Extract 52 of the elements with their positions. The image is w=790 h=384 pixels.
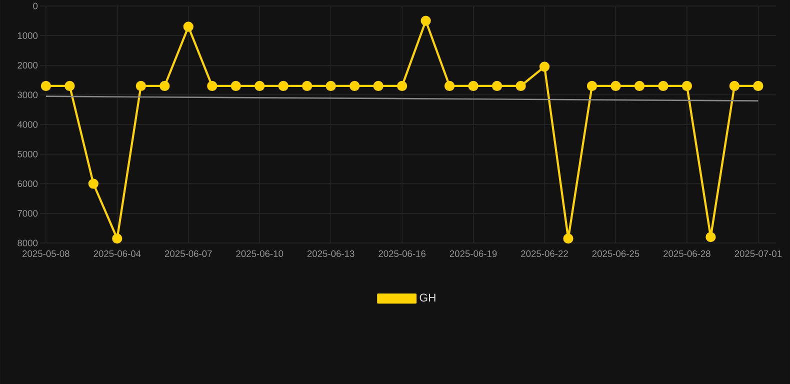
x-tick-label: 2025-07-01 (734, 250, 782, 257)
point (563, 233, 574, 244)
point (230, 80, 241, 92)
point (64, 80, 75, 92)
x-tick-label: 2025-06-07 (164, 250, 212, 257)
x-tick-label: 2025-06-16 (378, 250, 426, 257)
y-tick-label: 4000 (17, 121, 38, 128)
x-tick-label: 2025-06-19 (450, 250, 497, 257)
y-tick-label: 5000 (18, 150, 38, 158)
point (539, 62, 550, 72)
point (658, 80, 668, 92)
y-tick-label: 1000 (18, 32, 38, 39)
point (207, 80, 218, 92)
point (706, 232, 716, 242)
point (397, 80, 408, 92)
x-tick-label: 2025-06-25 (592, 250, 640, 257)
point (516, 80, 526, 92)
x-tick-label: 2025-06-28 (664, 250, 710, 257)
point (40, 80, 52, 92)
point (88, 178, 98, 189)
x-tick-label: 2025-06-13 (307, 250, 354, 257)
x-tick-label: 2025-06-22 (521, 250, 568, 257)
x-tick-label: 2025-05-08 (22, 250, 70, 257)
point (634, 80, 645, 92)
point (753, 80, 764, 92)
point (420, 16, 431, 26)
x-tick-label: 2025-06-04 (94, 250, 141, 257)
point (326, 80, 336, 92)
y-tick-label: 8000 (18, 240, 38, 246)
y-tick-label: 0 (33, 2, 38, 10)
point (112, 233, 122, 244)
y-tick-label: 7000 (18, 210, 38, 217)
legend-label: GH (420, 294, 436, 302)
point (610, 80, 621, 92)
point (136, 80, 146, 92)
point (254, 80, 265, 92)
point (350, 80, 360, 92)
point (682, 80, 692, 92)
point (160, 80, 170, 92)
point (586, 80, 598, 92)
point (373, 80, 384, 92)
point (302, 80, 312, 92)
point (183, 22, 194, 32)
y-tick-label: 2000 (18, 62, 38, 69)
x-tick-label: 2025-06-10 (236, 250, 284, 257)
y-tick-label: 3000 (18, 92, 38, 98)
y-tick-label: 6000 (18, 180, 38, 188)
point (278, 80, 288, 92)
point (444, 80, 455, 92)
point (729, 80, 740, 92)
point (468, 80, 478, 92)
point (492, 80, 502, 92)
